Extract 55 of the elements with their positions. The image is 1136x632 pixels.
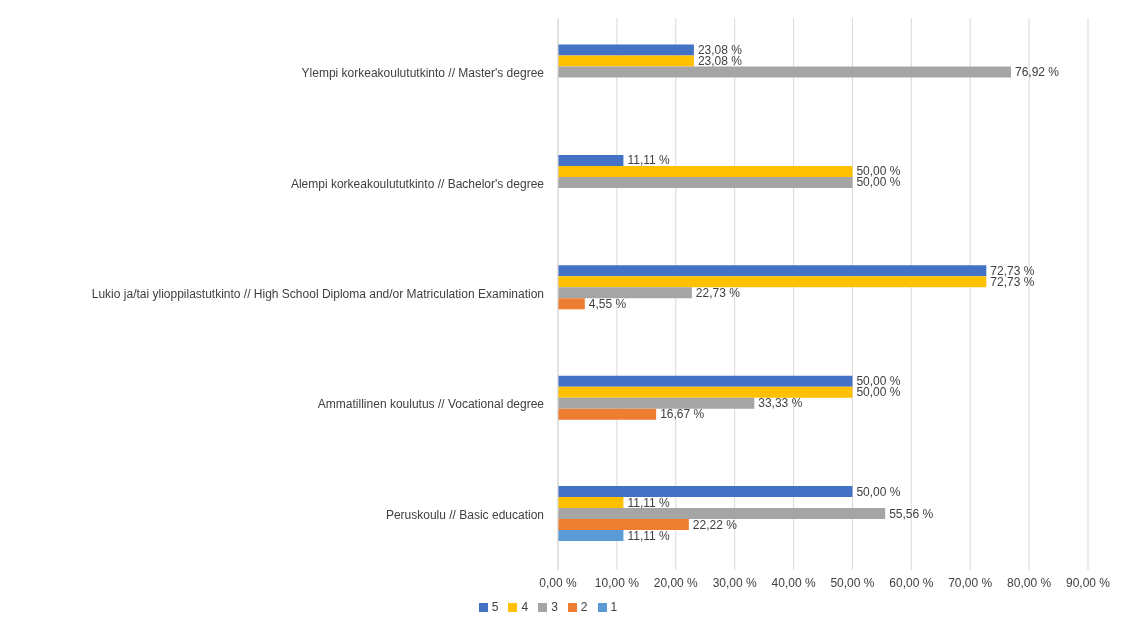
bar	[558, 176, 853, 188]
legend-label: 3	[551, 600, 558, 614]
bar	[558, 530, 624, 542]
bar	[558, 497, 624, 509]
data-label: 11,11 %	[627, 153, 671, 168]
legend-label: 2	[580, 600, 588, 614]
data-label: 76,92 %	[1014, 65, 1060, 79]
legend-label: 1	[610, 600, 618, 614]
bar	[558, 44, 694, 56]
y-tick-label: Lukio ja/tai ylioppilastutkinto // High School Diploma and/or Matriculation Examination	[91, 287, 544, 301]
x-tick-label: 80,00 %	[1007, 575, 1052, 590]
data-label: 4,55 %	[588, 296, 627, 311]
data-label: 11,11 %	[627, 528, 671, 543]
bar	[558, 386, 853, 398]
bar	[558, 66, 1011, 78]
x-tick-label: 10,00 %	[594, 575, 640, 590]
data-label: 72,73 %	[990, 263, 1035, 278]
x-tick-label: 90,00 %	[1065, 575, 1111, 590]
bar	[558, 298, 585, 310]
bar	[558, 375, 853, 387]
y-tick-label: Ylempi korkeakoulututkinto // Master's degree	[301, 66, 545, 81]
x-tick-label: 60,00 %	[889, 575, 934, 590]
data-label: 23,08 %	[697, 54, 743, 68]
y-tick-label: Peruskoulu // Basic education	[385, 507, 544, 522]
bar	[558, 165, 853, 177]
data-label: 22,73 %	[695, 285, 741, 300]
data-label: 33,33 %	[758, 396, 803, 411]
y-tick-label: Alempi korkeakoulututkinto // Bachelor's degree	[290, 176, 545, 191]
data-label: 50,00 %	[856, 484, 901, 499]
x-tick-label: 30,00 %	[712, 575, 758, 590]
data-label: 11,11 %	[627, 495, 671, 510]
legend-label: 4	[521, 600, 529, 614]
bar	[558, 486, 853, 498]
bar	[558, 55, 694, 67]
bar	[558, 276, 987, 288]
bar	[558, 265, 987, 277]
x-tick-label: 50,00 %	[830, 575, 875, 590]
x-tick-label: 70,00 %	[948, 575, 993, 590]
data-label: 16,67 %	[660, 407, 705, 422]
data-label: 50,00 %	[856, 385, 901, 400]
bar	[558, 408, 657, 420]
x-tick-label: 0,00 %	[539, 575, 578, 590]
bar	[558, 287, 692, 299]
bar	[558, 397, 755, 409]
y-tick-label: Ammatillinen koulutus // Vocational degree	[317, 397, 545, 412]
bar	[558, 519, 689, 531]
data-label: 55,56 %	[889, 506, 934, 521]
x-tick-label: 40,00 %	[771, 575, 816, 590]
bar	[558, 508, 886, 520]
data-label: 50,00 %	[856, 175, 901, 190]
legend-label: 5	[491, 600, 499, 614]
data-label: 22,22 %	[692, 517, 738, 532]
x-tick-label: 20,00 %	[653, 575, 699, 590]
data-label: 23,08 %	[697, 43, 743, 57]
bar	[558, 154, 624, 166]
